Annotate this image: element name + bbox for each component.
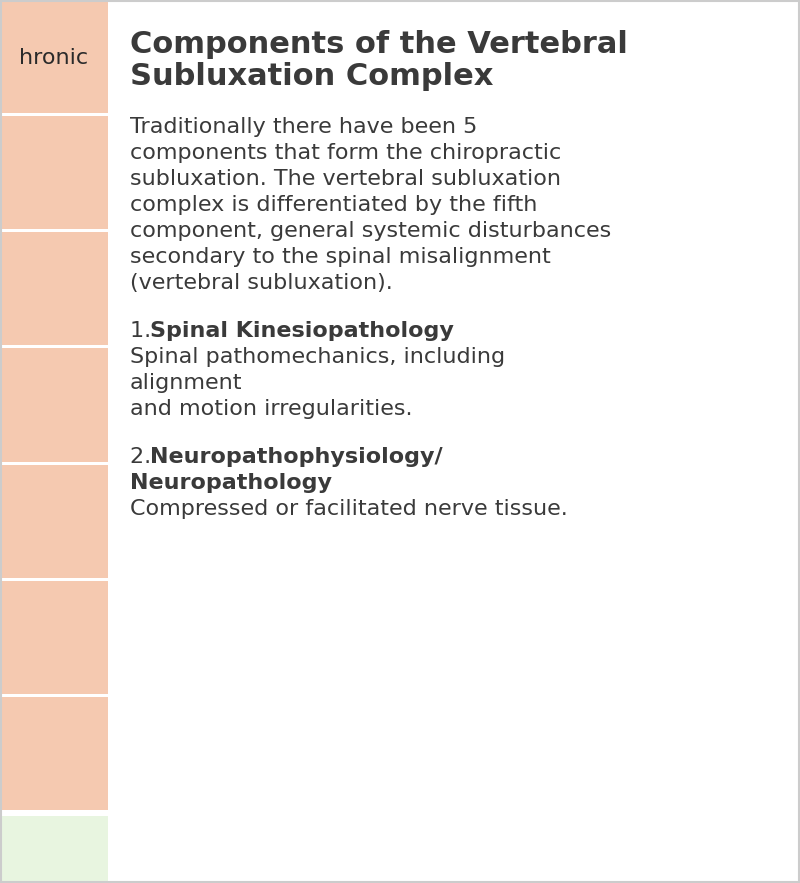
- Text: components that form the chiropractic: components that form the chiropractic: [130, 143, 562, 163]
- Text: Spinal Kinesiopathology: Spinal Kinesiopathology: [150, 321, 454, 341]
- Bar: [0, 349, 108, 462]
- Text: secondary to the spinal misalignment: secondary to the spinal misalignment: [130, 247, 550, 267]
- Text: 2.: 2.: [130, 447, 158, 467]
- Bar: [0, 464, 108, 577]
- Bar: [0, 117, 108, 230]
- Text: 1.: 1.: [130, 321, 158, 341]
- Text: alignment: alignment: [130, 373, 242, 393]
- Bar: [0, 581, 108, 694]
- Text: Components of the Vertebral: Components of the Vertebral: [130, 30, 628, 59]
- Text: Neuropathology: Neuropathology: [130, 473, 332, 493]
- Bar: [0, 0, 108, 113]
- Text: hronic: hronic: [19, 48, 89, 68]
- Text: complex is differentiated by the fifth: complex is differentiated by the fifth: [130, 195, 538, 215]
- Text: Neuropathophysiology/: Neuropathophysiology/: [150, 447, 442, 467]
- Bar: [0, 697, 108, 810]
- Text: component, general systemic disturbances: component, general systemic disturbances: [130, 221, 611, 241]
- Text: (vertebral subluxation).: (vertebral subluxation).: [130, 273, 393, 293]
- Bar: [0, 816, 108, 883]
- Text: Traditionally there have been 5: Traditionally there have been 5: [130, 117, 478, 137]
- Text: Spinal pathomechanics, including: Spinal pathomechanics, including: [130, 347, 505, 367]
- Text: subluxation. The vertebral subluxation: subluxation. The vertebral subluxation: [130, 169, 561, 189]
- Text: Subluxation Complex: Subluxation Complex: [130, 62, 494, 91]
- Text: and motion irregularities.: and motion irregularities.: [130, 399, 413, 419]
- Text: Compressed or facilitated nerve tissue.: Compressed or facilitated nerve tissue.: [130, 499, 568, 519]
- Bar: [0, 232, 108, 345]
